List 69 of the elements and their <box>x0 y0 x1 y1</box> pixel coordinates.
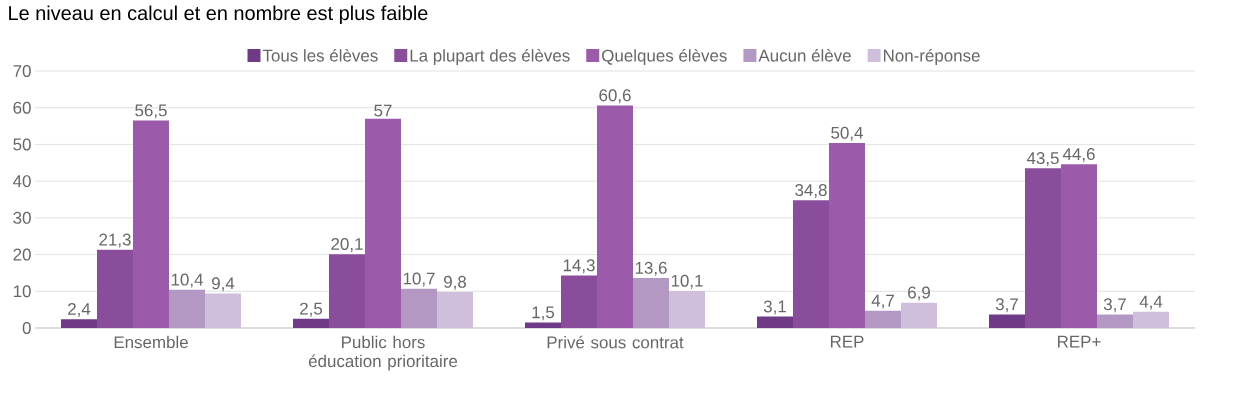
data-label: 2,4 <box>68 302 91 317</box>
data-label: 1,5 <box>532 306 555 321</box>
y-tick-label: 20 <box>13 248 31 261</box>
legend-label: La plupart des élèves <box>410 49 570 65</box>
bar <box>205 293 242 328</box>
bar <box>525 322 561 328</box>
y-tick-label: 70 <box>13 65 31 77</box>
legend-label: Non-réponse <box>883 49 980 65</box>
bar <box>633 278 669 328</box>
bar <box>561 275 597 328</box>
data-label: 13,6 <box>635 261 667 276</box>
data-label: 56,5 <box>135 104 167 119</box>
bar <box>1132 311 1169 328</box>
data-label: 20,1 <box>331 238 363 253</box>
chart-title: Le niveau en calcul et en nombre est plus faible <box>9 5 428 25</box>
bar <box>901 302 937 328</box>
x-tick-label: REP <box>830 335 864 348</box>
data-label: 44,6 <box>1062 148 1095 163</box>
bar <box>437 292 473 328</box>
data-label: 3,7 <box>995 298 1018 313</box>
bar <box>756 316 793 328</box>
x-tick-label: Public hors éducation prioritaire <box>308 335 458 371</box>
data-label: 14,3 <box>563 259 595 274</box>
y-tick-label: 30 <box>13 211 31 224</box>
y-tick-label: 60 <box>13 101 31 114</box>
data-label: 3,1 <box>763 300 786 315</box>
data-label: 9,8 <box>444 275 467 290</box>
bar <box>293 318 329 328</box>
bar <box>97 249 134 328</box>
bar <box>829 142 865 328</box>
data-label: 10,7 <box>403 272 435 287</box>
y-tick-label: 0 <box>22 322 31 334</box>
bar <box>365 118 401 328</box>
bar <box>988 314 1025 328</box>
data-label: 21,3 <box>99 233 131 248</box>
data-label: 6,9 <box>908 286 930 301</box>
bar <box>133 120 170 328</box>
data-label: 43,5 <box>1026 152 1059 167</box>
data-label: 4,4 <box>1139 295 1163 310</box>
data-label: 10,1 <box>671 274 703 289</box>
data-label: 34,8 <box>795 184 827 199</box>
x-tick-label: Privé sous contrat <box>547 335 684 349</box>
data-label: 2,5 <box>300 302 323 317</box>
bar <box>169 289 206 328</box>
data-label: 4,7 <box>871 294 894 309</box>
bar <box>669 290 705 328</box>
bar <box>865 310 901 328</box>
bar <box>61 319 97 328</box>
bar <box>597 105 633 328</box>
data-label: 9,4 <box>212 277 235 292</box>
bar <box>1024 168 1061 328</box>
legend-label: Quelques élèves <box>602 49 727 65</box>
legend-label: Aucun élève <box>758 49 851 62</box>
x-tick-label: Ensemble <box>114 335 188 349</box>
bar <box>1096 314 1133 328</box>
bar <box>792 200 829 328</box>
data-label: 50,4 <box>831 126 863 141</box>
y-tick-label: 40 <box>13 175 31 188</box>
data-label: 60,6 <box>599 89 631 104</box>
y-tick-label: 10 <box>13 285 31 298</box>
bar <box>329 254 365 328</box>
bar <box>1060 164 1097 328</box>
x-tick-label: REP+ <box>1058 335 1101 348</box>
y-tick-label: 50 <box>13 138 31 151</box>
bar <box>401 288 437 328</box>
data-label: 57 <box>374 104 392 117</box>
legend-label: Tous les élèves <box>262 49 378 62</box>
data-label: 3,7 <box>1103 298 1126 313</box>
data-label: 10,4 <box>171 273 203 288</box>
